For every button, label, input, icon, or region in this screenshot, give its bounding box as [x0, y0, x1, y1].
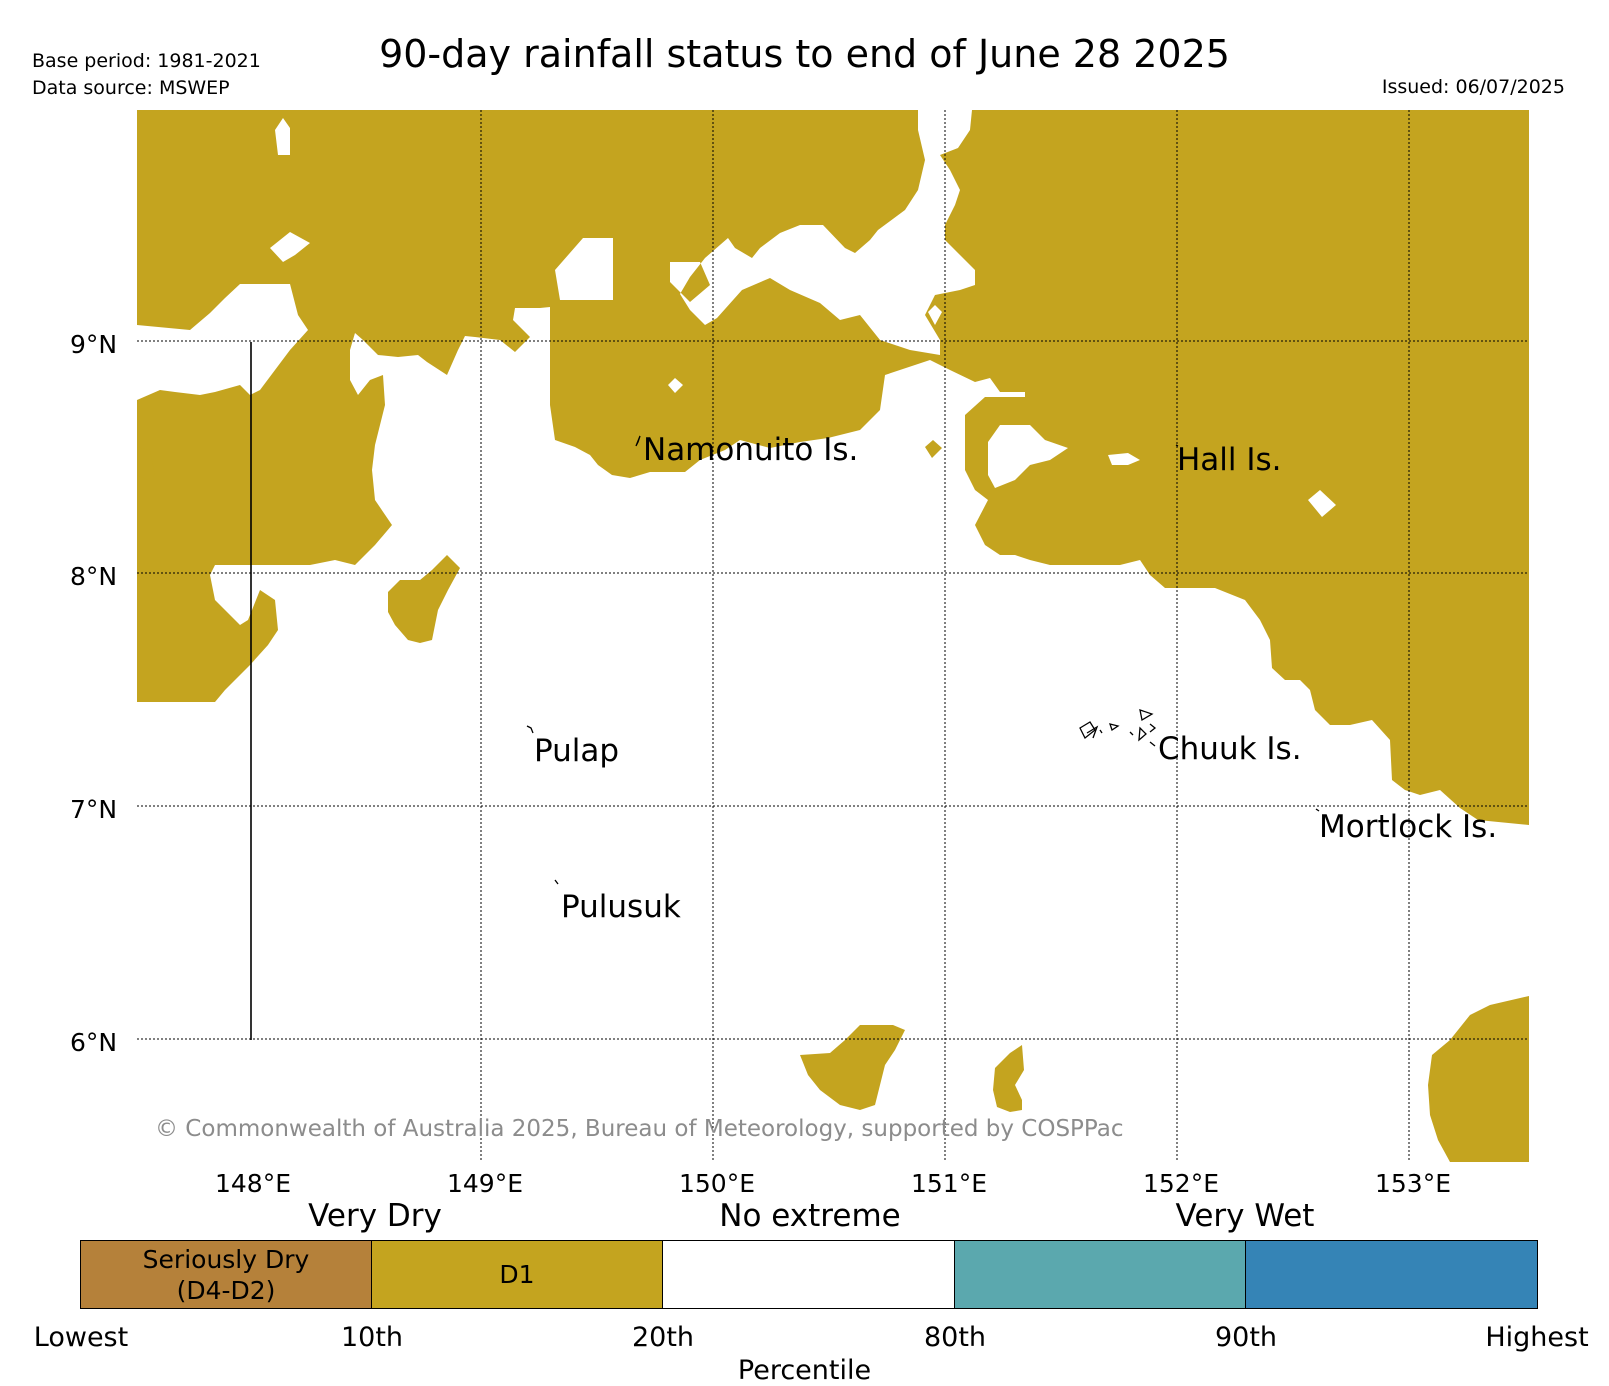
- legend-swatch-no-extreme: [663, 1240, 955, 1309]
- map-metadata: Base period: 1981-2021 Data source: MSWE…: [32, 48, 261, 102]
- graticule: [137, 110, 1529, 1162]
- lon-label-148e: 148°E: [215, 1169, 291, 1198]
- lon-label-151e: 151°E: [911, 1169, 987, 1198]
- legend-tick: Highest: [1485, 1322, 1589, 1353]
- issued-date: Issued: 06/07/2025: [1381, 76, 1565, 98]
- place-label: Pulap: [534, 733, 619, 769]
- copyright-text: © Commonwealth of Australia 2025, Bureau…: [155, 1116, 1124, 1142]
- d1-region-north: [137, 110, 1529, 825]
- legend-tick: 80th: [923, 1322, 987, 1353]
- legend-swatch-d1: D1: [372, 1240, 663, 1309]
- legend-axis-label: Percentile: [737, 1355, 872, 1386]
- legend-heading-wet: Very Wet: [1175, 1198, 1315, 1234]
- place-label: Chuuk Is.: [1158, 731, 1302, 767]
- legend-swatch-very-wet: [1246, 1240, 1538, 1309]
- d1-region-south: [800, 1025, 905, 1110]
- place-label: Hall Is.: [1177, 442, 1282, 478]
- lon-label-152e: 152°E: [1143, 1169, 1219, 1198]
- legend-tick: 10th: [340, 1322, 404, 1353]
- lat-label-9n: 9°N: [70, 330, 117, 359]
- lon-label-150e: 150°E: [679, 1169, 755, 1198]
- place-label: Namonuito Is.: [643, 432, 858, 468]
- lat-label-7n: 7°N: [70, 795, 117, 824]
- d1-region-patch: [388, 555, 460, 643]
- lon-label-149e: 149°E: [447, 1169, 523, 1198]
- base-period-text: Base period: 1981-2021: [32, 50, 261, 72]
- d1-region-west: [137, 447, 155, 480]
- legend-swatch-label: Seriously Dry: [142, 1244, 310, 1274]
- legend-swatch-wet: [955, 1240, 1246, 1309]
- island-outlines: [526, 435, 1320, 885]
- map-plot-area: © Commonwealth of Australia 2025, Bureau…: [137, 110, 1529, 1162]
- legend-heading-dry: Very Dry: [308, 1198, 442, 1234]
- place-label: Pulusuk: [561, 889, 681, 925]
- lat-label-6n: 6°N: [70, 1028, 117, 1057]
- place-label: Mortlock Is.: [1319, 809, 1497, 845]
- legend-heading-normal: No extreme: [719, 1198, 901, 1234]
- legend-swatch-label: (D4-D2): [176, 1275, 276, 1305]
- legend-tick: Lowest: [33, 1322, 129, 1353]
- legend-tick: 20th: [631, 1322, 695, 1353]
- data-source-text: Data source: MSWEP: [32, 77, 230, 99]
- legend-swatch-label: D1: [499, 1260, 535, 1289]
- d1-region-south: [993, 1045, 1024, 1112]
- d1-region-southeast: [1428, 996, 1529, 1162]
- lon-label-153e: 153°E: [1375, 1169, 1451, 1198]
- lat-label-8n: 8°N: [70, 562, 117, 591]
- legend-swatch-seriously-dry: Seriously Dry (D4-D2): [80, 1240, 372, 1309]
- map-title: 90-day rainfall status to end of June 28…: [379, 32, 1230, 76]
- legend-tick: 90th: [1214, 1322, 1278, 1353]
